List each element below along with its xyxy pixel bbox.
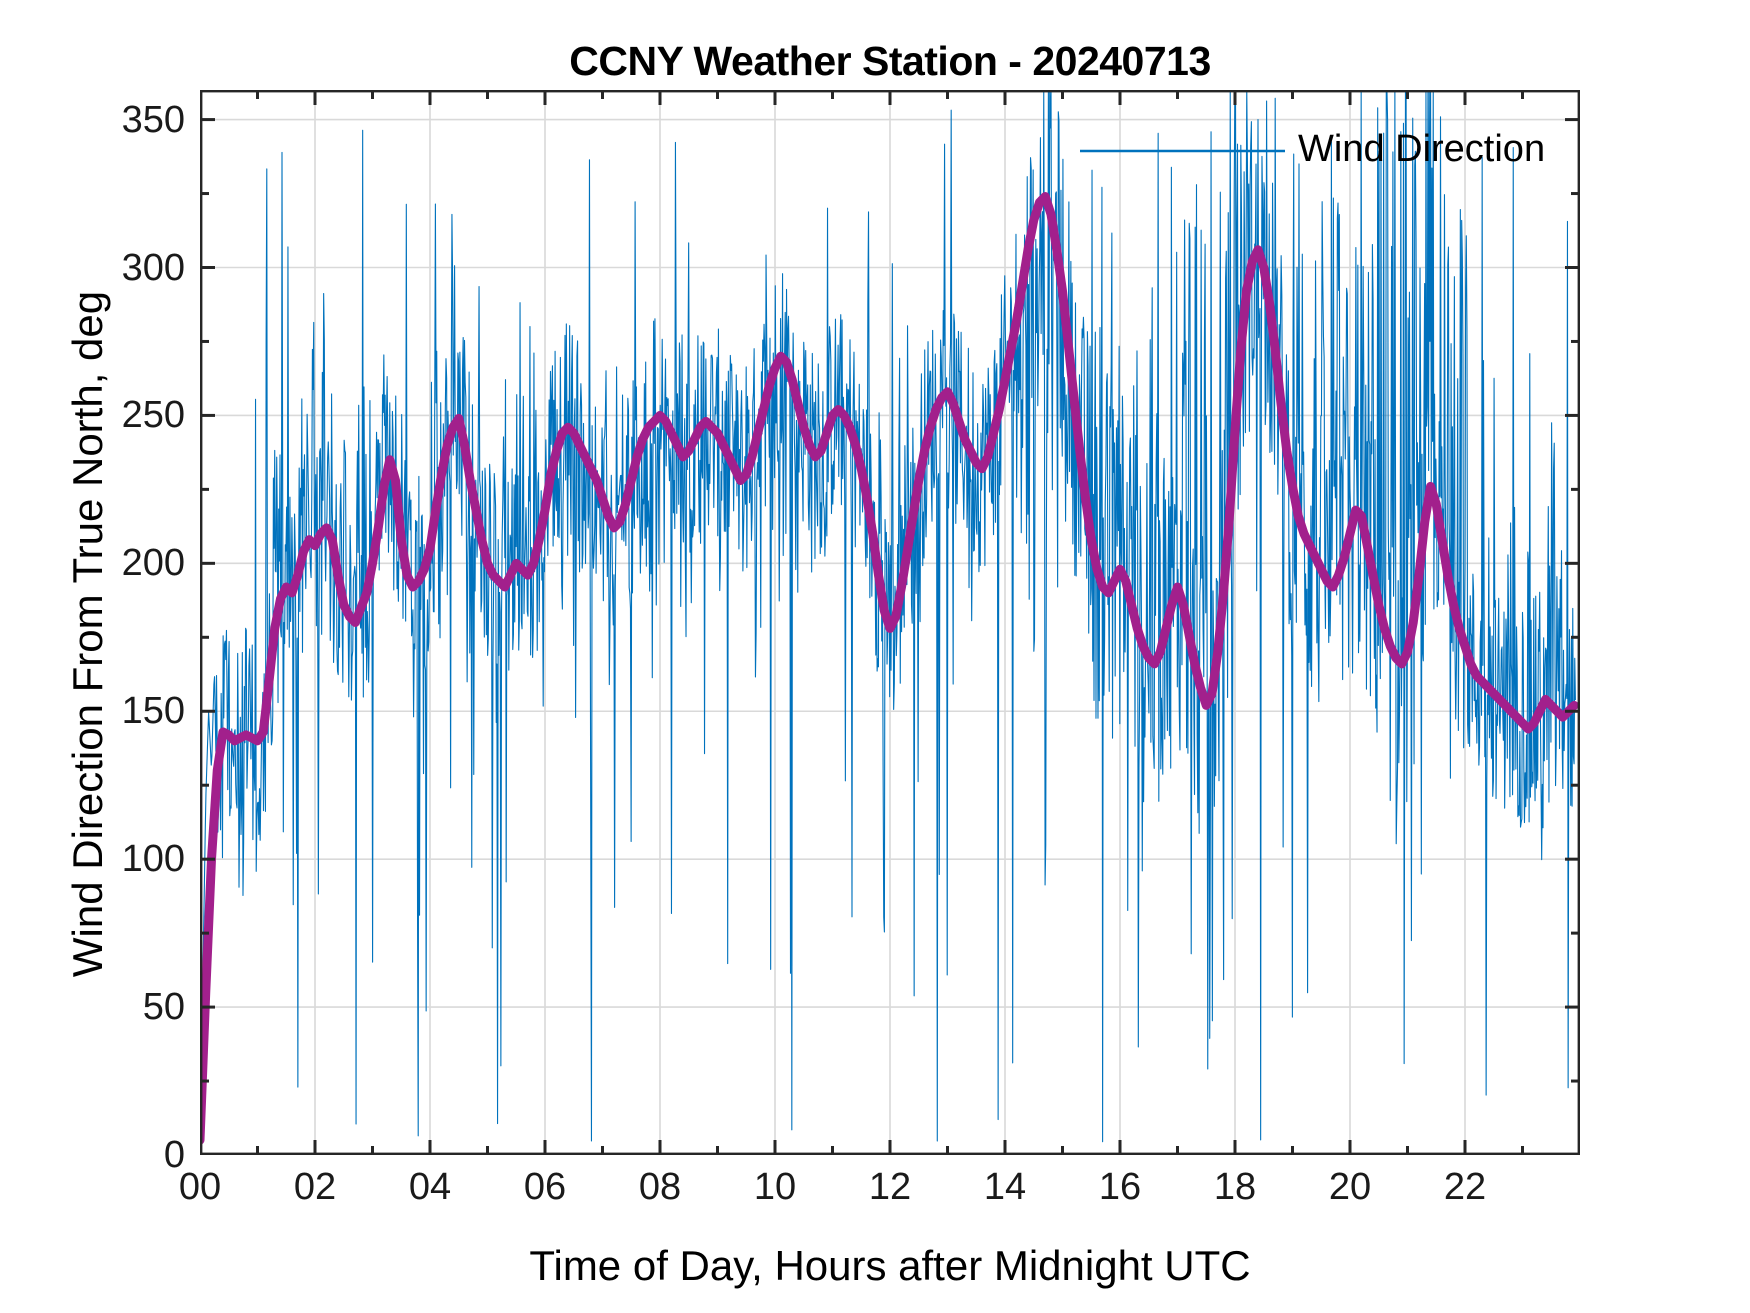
axis-tick-marks <box>200 90 1580 1155</box>
x-tick-label: 16 <box>1098 1166 1142 1208</box>
x-tick-label: 12 <box>868 1166 912 1208</box>
x-tick-label: 02 <box>293 1166 337 1208</box>
y-tick-label: 350 <box>121 98 185 141</box>
series-wind-direction-smoothed <box>200 192 1579 1145</box>
y-tick-label: 200 <box>121 542 185 585</box>
plot-area <box>200 90 1580 1155</box>
series-wind-direction-raw <box>200 90 1576 1143</box>
x-tick-label: 20 <box>1328 1166 1372 1208</box>
y-tick-label: 0 <box>163 1134 185 1176</box>
x-tick-label: 08 <box>638 1166 682 1208</box>
x-axis-tick-labels: 00 02 04 06 08 10 12 14 16 18 20 22 <box>179 1166 1580 1218</box>
y-axis-tick-labels: 0 50 100 150 200 250 300 350 <box>20 90 185 1174</box>
x-tick-label: 22 <box>1443 1166 1487 1208</box>
page-title: CCNY Weather Station - 20240713 <box>569 38 1211 84</box>
legend-entry-label: Wind Direction <box>1298 128 1546 170</box>
y-tick-label: 150 <box>121 690 185 733</box>
x-tick-label: 18 <box>1213 1166 1257 1208</box>
y-tick-label: 100 <box>121 838 185 881</box>
y-tick-label: 250 <box>121 394 185 437</box>
x-axis-label: Time of Day, Hours after Midnight UTC <box>529 1242 1251 1289</box>
plot-svg <box>200 90 1580 1155</box>
y-axis-label: Wind Direction From True North, deg <box>64 290 111 978</box>
x-tick-label: 10 <box>753 1166 797 1208</box>
x-tick-label: 00 <box>178 1166 222 1208</box>
y-tick-label: 300 <box>121 246 185 289</box>
y-tick-label: 50 <box>142 986 185 1029</box>
x-tick-label: 06 <box>523 1166 567 1208</box>
x-tick-label: 14 <box>983 1166 1027 1208</box>
x-tick-label: 04 <box>408 1166 452 1208</box>
